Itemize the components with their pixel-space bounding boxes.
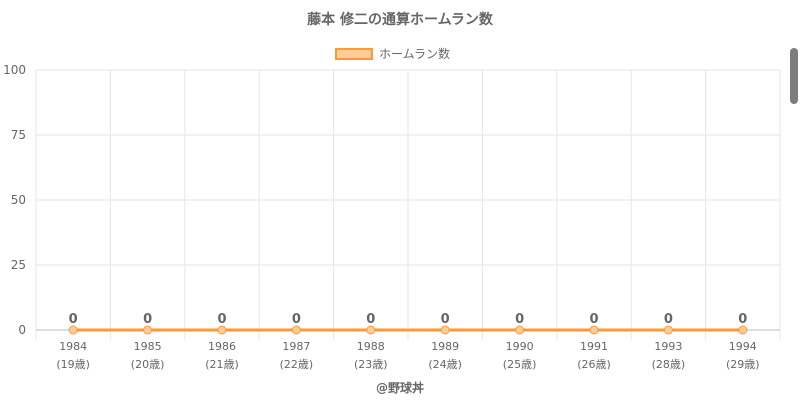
x-tick-label: 1990 [506,340,534,353]
data-label: 0 [738,312,747,327]
data-point [217,325,227,335]
data-label: 0 [515,312,524,327]
x-age-label: (23歳) [354,358,388,371]
data-point [515,325,525,335]
data-point [143,325,153,335]
x-tick-label: 1988 [357,340,385,353]
x-tick-label: 1986 [208,340,236,353]
legend[interactable]: ホームラン数 [335,45,450,62]
data-label: 0 [69,312,78,327]
x-tick-label: 1987 [282,340,310,353]
data-point [366,325,376,335]
y-tick-label: 75 [11,128,26,142]
x-age-label: (19歳) [56,358,90,371]
data-point [589,325,599,335]
data-point [738,325,748,335]
x-tick-label: 1989 [431,340,459,353]
data-point [68,325,78,335]
x-tick-label: 1984 [59,340,87,353]
data-label: 0 [441,312,450,327]
chart-title: 藤本 修二の通算ホームラン数 [307,12,493,28]
x-age-label: (21歳) [205,358,239,371]
legend-swatch [335,47,373,60]
x-age-label: (28歳) [652,358,686,371]
y-tick-label: 50 [11,193,26,207]
data-point [291,325,301,335]
x-tick-label: 1991 [580,340,608,353]
data-label: 0 [366,312,375,327]
x-age-label: (22歳) [280,358,314,371]
x-age-label: (25歳) [503,358,537,371]
data-point [440,325,450,335]
x-age-label: (29歳) [726,358,760,371]
legend-label: ホームラン数 [379,47,451,61]
y-tick-label: 100 [3,63,26,77]
x-age-label: (24歳) [428,358,462,371]
data-label: 0 [143,312,152,327]
data-label: 0 [217,312,226,327]
scrollbar-thumb[interactable] [790,48,798,104]
data-label: 0 [589,312,598,327]
data-point [663,325,673,335]
x-tick-label: 1994 [729,340,757,353]
y-tick-label: 25 [11,258,26,272]
data-label: 0 [292,312,301,327]
x-tick-label: 1993 [654,340,682,353]
credit-label: @野球丼 [375,381,424,395]
y-tick-label: 0 [18,323,26,337]
x-age-label: (26歳) [577,358,611,371]
data-label: 0 [664,312,673,327]
x-age-label: (20歳) [131,358,165,371]
x-tick-label: 1985 [134,340,162,353]
